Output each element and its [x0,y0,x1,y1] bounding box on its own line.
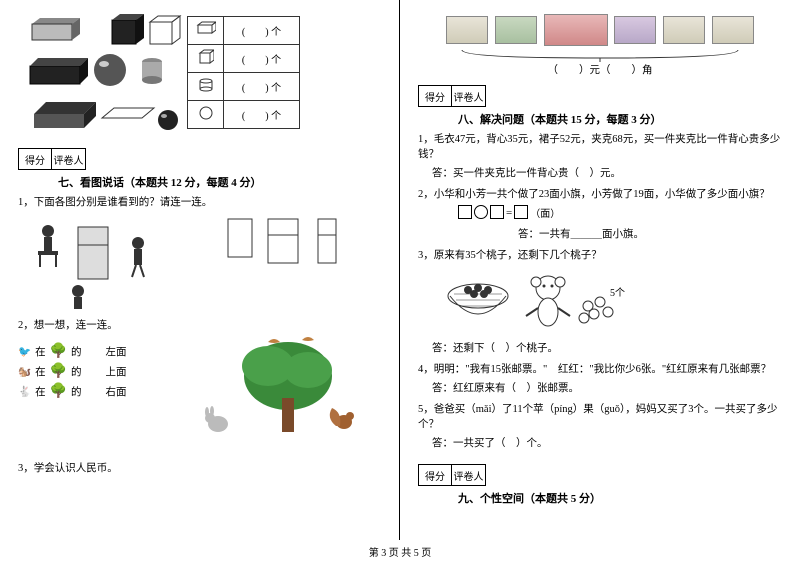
bird-icon: 🐦 [18,345,31,358]
banknote-icon [495,16,537,44]
score-cell: 得分 [418,464,452,486]
connect-figure [18,213,348,313]
q7-1: 1，下面各图分别是谁看到的？请连一连。 [18,194,381,209]
shape-cell [188,73,224,101]
formula: = （面） [458,205,560,220]
q7-2: 2，想一想，连一连。 [18,317,381,332]
brace [418,48,782,62]
tree-icon: 🌳 [50,363,67,380]
shapes-svg [24,14,184,136]
banknote-icon [446,16,488,44]
right-column: （ ）元（ ）角 得分 评卷人 八、解决问题（本题共 15 分，每题 3 分） … [400,0,800,540]
a8-2: 答：一共有＿＿＿面小旗。 [518,226,782,241]
page-footer: 第 3 页 共 5 页 [0,540,800,559]
shape-cell [188,45,224,73]
a8-1: 答：买一件夹克比一件背心贵（ ）元。 [432,165,782,180]
section-7-title: 七、看图说话（本题共 12 分，每题 4 分） [58,174,381,190]
section-9-header: 得分 评卷人 九、个性空间（本题共 5 分） [418,456,782,506]
formula-op [474,205,488,219]
tree-icon: 🌳 [50,383,67,400]
formula-box [514,205,528,219]
basket-scene: 5个 [438,266,638,336]
score-cell: 评卷人 [452,464,486,486]
q7-3: 3，学会认识人民币。 [18,460,381,475]
section-9-title: 九、个性空间（本题共 5 分） [458,490,782,506]
q8-4: 4，明明："我有15张邮票。" 红红："我比你少6张。"红红原来有几张邮票？ [418,361,782,376]
section-7-header: 得分 评卷人 七、看图说话（本题共 12 分，每题 4 分） [18,140,381,190]
formula-box [458,205,472,219]
shape-count-table: ( ) 个 ( ) 个 ( ) 个 ( ) 个 [187,16,300,129]
q8-5: 5，爸爸买（mǎi）了11个苹（píng）果（guǒ），妈妈又买了3个。一共买了… [418,401,782,431]
q8-2: 2，小华和小芳一共个做了23面小旗，小芳做了19面，小华做了多少面小旗？ [418,186,782,201]
rabbit-icon: 🐇 [18,385,31,398]
pos-line: 🐦 在 🌳 的 左面 [18,343,168,360]
money-figure: （ ）元（ ）角 [418,14,782,77]
shape-count: ( ) 个 [224,45,300,73]
score-box: 得分 评卷人 [418,85,486,107]
pos-line: 🐇 在 🌳 的 右面 [18,383,168,400]
a8-5: 答：一共买了（ ）个。 [432,435,782,450]
page: ( ) 个 ( ) 个 ( ) 个 ( ) 个 得分 评卷人 七、看图说话（本题… [0,0,800,540]
big-tree [198,336,358,446]
tree-icon: 🌳 [50,343,67,360]
score-cell: 评卷人 [52,148,86,170]
score-cell: 得分 [18,148,52,170]
squirrel-icon: 🐿️ [18,365,31,378]
left-column: ( ) 个 ( ) 个 ( ) 个 ( ) 个 得分 评卷人 七、看图说话（本题… [0,0,400,540]
formula-box [490,205,504,219]
pos-line: 🐿️ 在 🌳 的 上面 [18,363,168,380]
shape-count: ( ) 个 [224,101,300,129]
peach-count: 5个 [610,287,625,299]
banknote-icon [544,14,608,46]
banknote-icon [614,16,656,44]
score-cell: 评卷人 [452,85,486,107]
a8-4: 答：红红原来有（ ）张邮票。 [432,380,782,395]
banknote-icon [712,16,754,44]
shape-count: ( ) 个 [224,73,300,101]
score-box: 得分 评卷人 [418,464,486,486]
q8-3: 3，原来有35个桃子，还剩下几个桃子？ [418,247,782,262]
tree-scene: 🐦 在 🌳 的 左面 🐿️ 在 🌳 的 上面 🐇 在 🌳 [18,336,368,456]
section-8-header: 得分 评卷人 八、解决问题（本题共 15 分，每题 3 分） [418,77,782,127]
score-cell: 得分 [418,85,452,107]
score-box: 得分 评卷人 [18,148,86,170]
q8-1: 1，毛衣47元，背心35元，裙子52元，夹克68元，买一件夹克比一件背心贵多少钱… [418,131,782,161]
banknote-icon [663,16,705,44]
shapes-figure: ( ) 个 ( ) 个 ( ) 个 ( ) 个 [18,10,308,140]
a8-3: 答：还剩下（ ）个桃子。 [432,340,782,355]
shape-cell [188,101,224,129]
shape-count: ( ) 个 [224,17,300,45]
section-8-title: 八、解决问题（本题共 15 分，每题 3 分） [458,111,782,127]
money-blank: （ ）元（ ）角 [418,62,782,77]
shape-cell [188,17,224,45]
